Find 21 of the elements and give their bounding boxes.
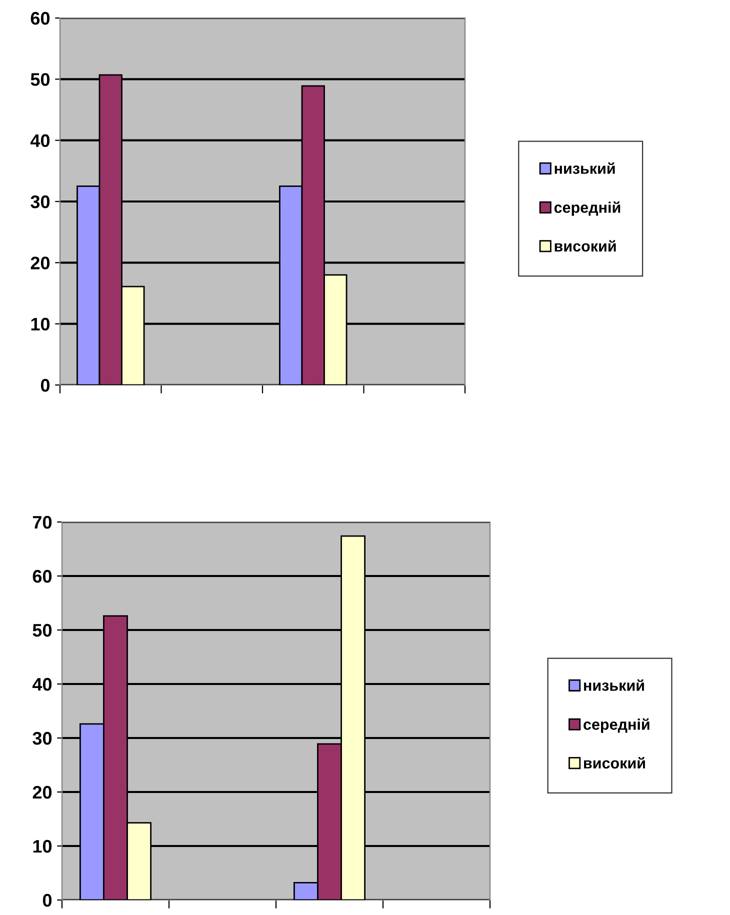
y-tick-label: 0	[42, 894, 52, 907]
y-tick-label: 0	[40, 378, 50, 392]
legend-label: середній	[554, 201, 620, 216]
legend-label: низький	[584, 679, 644, 691]
y-tick-label: 60	[30, 12, 50, 25]
legend-label: високий	[554, 240, 616, 252]
y-tick-label: 40	[32, 678, 52, 691]
y-tick-label: 10	[31, 318, 50, 331]
y-tick-label: 20	[32, 786, 52, 799]
legend-label: середній	[584, 718, 650, 733]
legend-label: високий	[584, 757, 645, 769]
y-tick-label: 70	[32, 516, 52, 529]
y-tick-label: 50	[30, 73, 50, 86]
y-tick-label: 30	[32, 732, 52, 745]
y-tick-label: 60	[32, 570, 52, 583]
y-tick-label: 40	[30, 134, 50, 148]
y-tick-label: 20	[30, 256, 50, 270]
y-tick-label: 50	[32, 624, 52, 637]
y-tick-label: 10	[33, 840, 52, 853]
legend-label: низький	[554, 162, 615, 174]
y-tick-label: 30	[30, 195, 50, 208]
